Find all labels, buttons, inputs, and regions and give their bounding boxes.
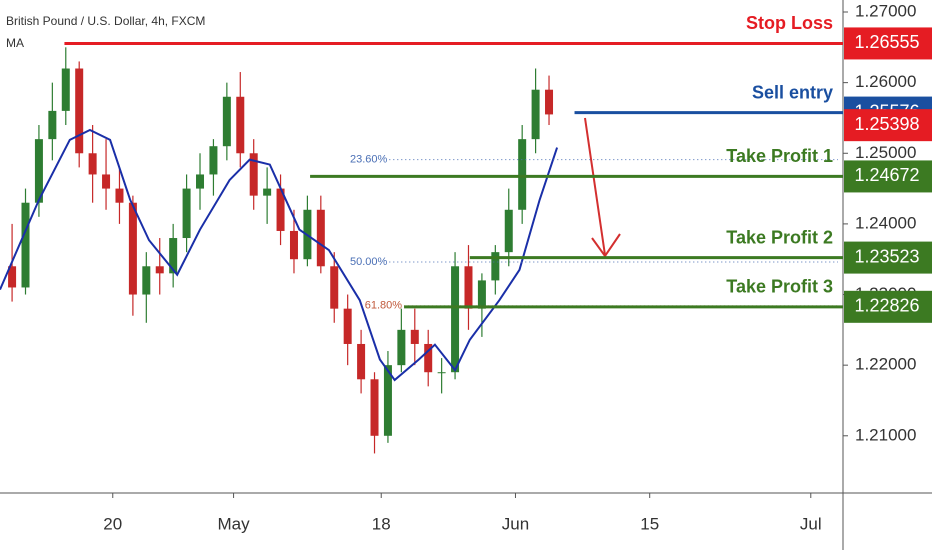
indicator-label: MA — [6, 36, 24, 50]
candle-body — [424, 343, 433, 373]
candle-body — [464, 266, 473, 309]
candle-body — [155, 266, 164, 274]
fib-label: 23.60% — [350, 154, 388, 166]
candle-body — [330, 266, 339, 309]
y-tick-label: 1.22000 — [855, 355, 916, 374]
candle-body — [34, 139, 43, 203]
level-tag-label: 1.26555 — [854, 32, 919, 52]
level-tag-label: 1.24672 — [854, 165, 919, 185]
arrow-head — [591, 233, 621, 258]
candle-body — [61, 68, 70, 111]
x-tick-label: 15 — [640, 514, 659, 533]
level-name: Sell entry — [752, 82, 833, 102]
candle-body — [518, 139, 527, 210]
level-tag — [844, 160, 932, 193]
candle-body — [8, 266, 17, 288]
candle-body — [21, 202, 30, 288]
y-tick-label: 1.24000 — [855, 213, 916, 232]
level-tag-label: 1.23523 — [854, 246, 919, 266]
candle-body — [357, 343, 366, 380]
level-tag — [844, 241, 932, 274]
fib-label: 50.00% — [350, 256, 388, 268]
candle-body — [182, 188, 191, 239]
y-tick-label: 1.25000 — [855, 143, 916, 162]
candle-body — [222, 96, 231, 147]
candle-body — [48, 110, 57, 140]
candle-body — [437, 372, 446, 374]
x-tick-label: 20 — [103, 514, 122, 533]
x-tick-label: 18 — [372, 514, 391, 533]
fib-label: 61.80% — [365, 300, 403, 312]
candle-body — [102, 174, 111, 189]
candle-body — [289, 230, 298, 260]
candle-body — [451, 266, 460, 373]
candle-body — [75, 68, 84, 154]
candle-body — [169, 238, 178, 274]
candle-body — [263, 188, 272, 196]
candle-body — [383, 365, 392, 436]
candle-body — [115, 188, 124, 203]
y-tick-label: 1.27000 — [855, 1, 916, 20]
x-tick-label: Jun — [502, 514, 529, 533]
level-name: Stop Loss — [746, 13, 833, 33]
y-tick-label: 1.21000 — [855, 425, 916, 444]
level-name: Take Profit 1 — [726, 146, 833, 166]
level-name: Take Profit 3 — [726, 277, 833, 297]
candle-body — [370, 379, 379, 436]
candle-body — [236, 96, 245, 154]
candle-body — [249, 153, 258, 196]
candle-body — [142, 266, 151, 295]
candle-body — [504, 209, 513, 253]
level-tag — [844, 290, 932, 323]
candle-body — [343, 308, 352, 344]
level-tag — [844, 27, 932, 60]
candle-body — [128, 202, 137, 295]
candle-body — [410, 329, 419, 344]
candle-body — [209, 146, 218, 175]
arrow — [584, 117, 606, 256]
candle-body — [196, 174, 205, 189]
y-tick-label: 1.26000 — [855, 72, 916, 91]
x-tick-label: Jul — [800, 514, 822, 533]
level-tag-label: 1.22826 — [854, 296, 919, 316]
candle-body — [491, 252, 500, 281]
candle-body — [397, 329, 406, 366]
candle-body — [276, 188, 285, 231]
candle-body — [477, 280, 486, 309]
candle-body — [545, 89, 554, 115]
ma-line — [0, 128, 559, 382]
price-tag — [844, 109, 932, 142]
candle-body — [88, 153, 97, 175]
candle-body — [531, 89, 540, 140]
price-tag-label: 1.25398 — [854, 114, 919, 134]
level-name: Take Profit 2 — [726, 227, 833, 247]
chart-title: British Pound / U.S. Dollar, 4h, FXCM — [6, 14, 205, 28]
candle-body — [316, 209, 325, 267]
x-tick-label: May — [218, 514, 251, 533]
